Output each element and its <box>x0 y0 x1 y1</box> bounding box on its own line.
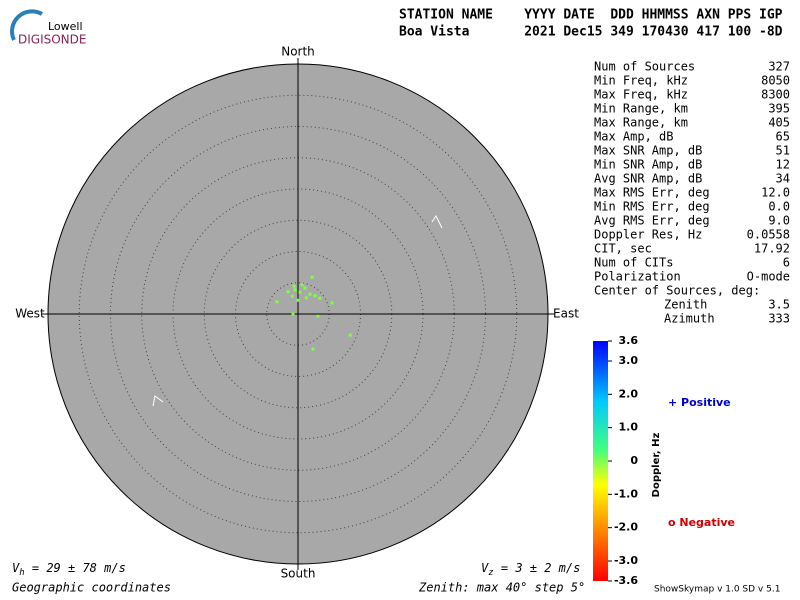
source-point <box>286 290 290 294</box>
source-point <box>296 298 300 302</box>
vh: Vh = 29 ± 78 m/s <box>12 561 126 578</box>
colorbar-tick-label: 2.0 <box>619 387 639 400</box>
colorbar-tick-label: -3.6 <box>614 574 638 587</box>
legend-positive: + Positive <box>668 396 731 409</box>
colorbar-tick-label: 0 <box>630 454 638 467</box>
source-point <box>316 314 320 318</box>
stat-label: Avg SNR Amp, dB <box>594 172 702 186</box>
stat-label: Max Amp, dB <box>594 130 673 144</box>
direction: North <box>281 45 315 59</box>
logo-top: Lowell <box>48 20 83 33</box>
stat-value: 34 <box>776 172 790 186</box>
stat-value: O-mode <box>747 270 790 284</box>
colorbar-tick-label: 1.0 <box>619 421 639 434</box>
source-point <box>311 347 315 351</box>
center-value: 333 <box>768 312 790 326</box>
source-point <box>290 294 294 298</box>
stat-value: 12 <box>776 158 790 172</box>
source-point <box>304 296 308 300</box>
stat-value: 8300 <box>761 88 790 102</box>
stat-value: 17.92 <box>754 242 790 256</box>
coords: Geographic coordinates <box>12 581 171 595</box>
stat-label: Min SNR Amp, dB <box>594 158 702 172</box>
stat-label: Num of Sources <box>594 60 695 74</box>
vz: Vz = 3 ± 2 m/s <box>481 561 580 578</box>
stat-value: 65 <box>776 130 790 144</box>
marker <box>431 215 443 229</box>
stat-label: Min Freq, kHz <box>594 74 688 88</box>
direction: East <box>553 307 579 321</box>
source-point <box>308 292 312 296</box>
legend-negative: o Negative <box>668 516 735 529</box>
colorbar <box>593 341 608 581</box>
stat-label: Num of CITs <box>594 256 673 270</box>
stat-label: Doppler Res, Hz <box>594 228 702 242</box>
source-point <box>300 283 304 287</box>
stat-label: Polarization <box>594 270 681 284</box>
stat-label: Min Range, km <box>594 102 688 116</box>
stat-label: Max Freq, kHz <box>594 88 688 102</box>
source-point <box>275 300 279 304</box>
logo-arc <box>10 9 43 41</box>
stat-label: CIT, sec <box>594 242 652 256</box>
stat-label: Max SNR Amp, dB <box>594 144 702 158</box>
source-point <box>310 275 314 279</box>
center-title: Center of Sources, deg: <box>594 284 760 298</box>
stat-value: 12.0 <box>761 186 790 200</box>
colorbar-tick-label: 3.6 <box>619 334 639 347</box>
zenith-note: Zenith: max 40° step 5° <box>418 581 585 595</box>
colorbar-label: Doppler, Hz <box>651 433 662 498</box>
logo-bottom: DIGISONDE <box>18 33 86 47</box>
stat-value: 6 <box>783 256 790 270</box>
colorbar-tick-label: -3.0 <box>614 554 638 567</box>
colorbar-tick-label: -1.0 <box>614 487 638 500</box>
version: ShowSkymap v 1.0 SD v 5.1 <box>654 585 780 595</box>
source-point <box>292 284 296 288</box>
stat-value: 0.0558 <box>747 228 790 242</box>
center-label: Azimuth <box>664 312 715 326</box>
stat-label: Max RMS Err, deg <box>594 186 710 200</box>
stat-value: 0.0 <box>768 200 790 214</box>
source-point <box>303 286 307 290</box>
stat-label: Max Range, km <box>594 116 688 130</box>
header-line: Boa Vista 2021 Dec15 349 170430 417 100 … <box>399 25 783 40</box>
marker <box>152 395 164 407</box>
direction: West <box>15 307 45 321</box>
stat-value: 405 <box>768 116 790 130</box>
colorbar-tick-label: 3.0 <box>619 354 639 367</box>
center-label: Zenith <box>664 298 707 312</box>
stat-value: 9.0 <box>768 214 790 228</box>
source-point <box>330 301 334 305</box>
stat-value: 8050 <box>761 74 790 88</box>
stat-value: 395 <box>768 102 790 116</box>
colorbar-tick-label: -2.0 <box>614 521 638 534</box>
direction: South <box>281 567 316 581</box>
source-point <box>318 296 322 300</box>
source-point <box>298 290 302 294</box>
stat-label: Avg RMS Err, deg <box>594 214 710 228</box>
stat-value: 51 <box>776 144 790 158</box>
center-value: 3.5 <box>768 298 790 312</box>
stat-value: 327 <box>768 60 790 74</box>
source-point <box>348 333 352 337</box>
source-point <box>291 312 295 316</box>
source-point <box>293 288 297 292</box>
stat-label: Min RMS Err, deg <box>594 200 710 214</box>
source-point <box>313 294 317 298</box>
header-line: STATION NAME YYYY DATE DDD HHMMSS AXN PP… <box>399 8 783 23</box>
